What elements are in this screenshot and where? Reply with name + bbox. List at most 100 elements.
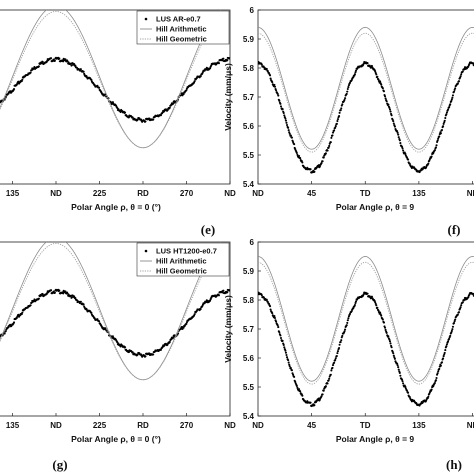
data-point <box>370 64 373 68</box>
data-point <box>388 108 392 111</box>
data-point <box>41 293 44 296</box>
plot-area <box>258 26 474 174</box>
data-point <box>168 106 171 109</box>
data-point <box>430 155 433 158</box>
data-point <box>295 151 298 155</box>
x-tick-label: TD <box>360 421 371 430</box>
x-axis-label: Polar Angle ρ, θ = 9 <box>336 202 415 212</box>
data-point <box>124 346 127 349</box>
data-point <box>384 328 387 332</box>
data-point <box>172 336 175 339</box>
data-point <box>12 88 16 91</box>
data-point <box>276 324 279 327</box>
data-point <box>396 362 399 365</box>
data-point <box>341 103 344 106</box>
x-tick-label: 45 <box>307 189 316 198</box>
x-tick-label: ND <box>224 189 236 198</box>
data-point <box>293 143 296 146</box>
data-point <box>448 106 451 109</box>
data-point <box>79 300 82 303</box>
data-point <box>375 73 378 76</box>
data-point <box>347 86 350 89</box>
legend-box <box>136 242 230 277</box>
data-point <box>438 135 441 138</box>
data-point <box>275 89 278 92</box>
x-tick-label: 225 <box>93 189 107 198</box>
data-point <box>320 395 323 398</box>
data-point <box>338 111 341 114</box>
data-point <box>433 382 436 385</box>
data-point <box>4 330 7 333</box>
data-point <box>398 371 401 374</box>
plot-area <box>258 256 474 408</box>
data-point <box>285 123 289 127</box>
x-tick-label: ND <box>467 189 474 198</box>
data-point <box>322 156 325 159</box>
data-point <box>445 113 448 116</box>
data-point <box>273 85 277 88</box>
data-point <box>334 126 337 129</box>
data-point <box>273 315 276 318</box>
data-point <box>298 388 301 391</box>
data-point <box>334 358 337 362</box>
data-point <box>336 119 339 123</box>
data-point <box>446 340 450 343</box>
legend-marker <box>144 249 148 253</box>
data-point <box>222 289 225 292</box>
data-point <box>384 97 387 100</box>
data-point <box>273 316 277 320</box>
data-point <box>340 107 343 110</box>
panel-label: (h) <box>446 457 462 472</box>
data-point <box>427 395 430 398</box>
data-point <box>228 289 230 292</box>
data-point <box>168 340 171 344</box>
data-point <box>457 311 461 314</box>
data-point <box>345 324 348 327</box>
data-point <box>152 118 155 121</box>
data-point <box>333 129 336 132</box>
data-point <box>434 146 438 149</box>
x-tick-label: ND <box>224 421 236 430</box>
x-tick-label: 135 <box>412 421 426 430</box>
data-point <box>392 354 395 357</box>
data-point <box>389 110 392 113</box>
data-point <box>277 326 280 329</box>
data-point <box>289 134 292 137</box>
data-point <box>64 290 67 293</box>
data-point <box>271 81 274 84</box>
data-point <box>301 161 304 164</box>
data-point <box>269 77 272 80</box>
data-point <box>366 62 369 65</box>
data-point <box>445 343 448 346</box>
data-point <box>451 328 454 331</box>
data-point <box>397 133 400 136</box>
data-point <box>442 122 445 125</box>
x-tick-label: 270 <box>180 421 194 430</box>
data-point <box>404 152 407 155</box>
x-tick-label: 135 <box>6 421 20 430</box>
data-point <box>387 335 390 338</box>
data-point <box>260 63 263 66</box>
data-point <box>320 162 323 165</box>
series-lus <box>258 61 474 174</box>
y-tick-label: 5.4 <box>243 412 255 421</box>
x-tick-label: RD <box>137 421 149 430</box>
data-point <box>348 312 352 315</box>
data-point <box>398 139 401 142</box>
x-tick-label: ND <box>252 421 264 430</box>
data-point <box>329 141 332 144</box>
data-point <box>148 117 151 120</box>
data-point <box>309 168 312 171</box>
data-point <box>461 70 464 73</box>
y-axis-label: Velocity (mm/μs) <box>223 63 233 131</box>
data-point <box>290 136 294 139</box>
data-point <box>344 97 347 100</box>
y-tick-label: 5.5 <box>243 383 255 392</box>
data-point <box>283 346 286 349</box>
data-point <box>396 364 399 367</box>
data-point <box>284 349 287 352</box>
data-point <box>460 73 463 76</box>
plot-frame <box>257 9 474 185</box>
data-point <box>393 125 396 128</box>
